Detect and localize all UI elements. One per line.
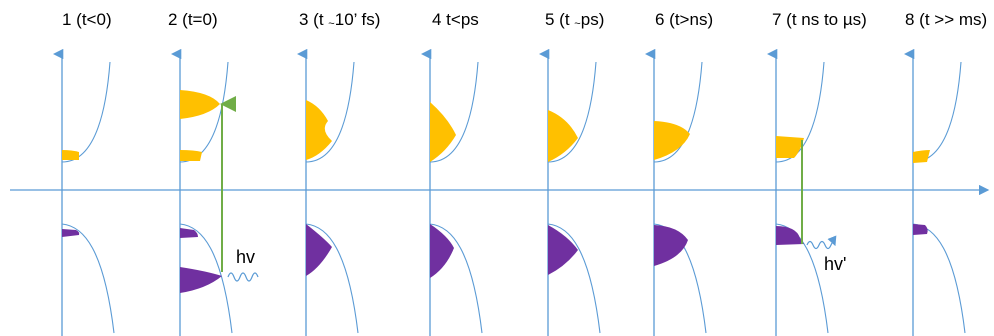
stage-7-valence-band: [775, 223, 829, 334]
stage-5-label: 5 (t ~ps): [545, 10, 604, 30]
stage-4-panel: [420, 48, 483, 336]
stage-7-panel: [766, 48, 829, 336]
stage-2-electron-population: [180, 90, 220, 161]
stage-5-label-post: ps): [580, 10, 605, 29]
stage-3-label-tilde: ~: [328, 18, 335, 30]
stage-3-label-pre: 3 (t: [299, 10, 329, 29]
stage-2-conduction-band: [179, 61, 229, 163]
stage-5-electron-population: [548, 110, 578, 162]
absorbed-photon-wave: [227, 272, 259, 282]
stage-5-conduction-band: [547, 61, 597, 163]
stage-3-valence-band: [305, 223, 359, 334]
stage-3-label: 3 (t ~10’ fs): [299, 10, 380, 30]
stage-6-label: 6 (t>ns): [655, 10, 714, 29]
stage-3-label-post: 10’ fs): [334, 10, 381, 29]
stage-8-electron-population: [913, 150, 930, 163]
stage-7-hole-population: [776, 226, 804, 245]
stage-2-valence-band: [179, 223, 233, 334]
stage-5-label-tilde: ~: [574, 18, 581, 30]
stage-8-hole-population: [913, 224, 928, 235]
stage-6-electron-population: [654, 121, 690, 160]
stage-2-label: 2 (t=0): [168, 10, 218, 29]
stage-6-panel: [644, 48, 707, 336]
stage-1-label: 1 (t<0): [62, 10, 112, 29]
stage-5-valence-band: [547, 223, 601, 334]
stage-8-panel: [903, 48, 966, 336]
emission-label: hv': [824, 254, 847, 274]
stage-8-valence-band: [912, 223, 966, 334]
stage-1-panel: [52, 48, 115, 336]
stage-6-hole-population: [654, 225, 688, 266]
stage-4-label: 4 t<ps: [432, 10, 479, 29]
stage-3-hole-population: [306, 224, 332, 276]
absorption-label: hv: [236, 247, 256, 267]
stage-1-electron-population: [62, 150, 79, 160]
stage-4-hole-population: [430, 224, 454, 278]
emitted-photon-wave: [806, 235, 837, 250]
stage-7-electron-population: [776, 136, 804, 158]
stage-5-hole-population: [548, 225, 578, 275]
stage-7-label: 7 (t ns to µs): [772, 10, 867, 29]
stage-2-hole-population: [180, 228, 222, 293]
stage-1-valence-band: [61, 223, 115, 334]
stage-8-label: 8 (t >> ms): [905, 10, 988, 29]
stage-3-conduction-band: [305, 61, 355, 163]
stage-5-label-pre: 5 (t: [545, 10, 575, 29]
stage-3-electron-population: [306, 100, 332, 160]
stage-4-electron-population: [430, 102, 456, 162]
stage-5-panel: [538, 48, 601, 336]
stage-8-conduction-band: [912, 61, 962, 163]
stage-2-panel: [170, 48, 233, 336]
stage-3-panel: [296, 48, 359, 336]
stage-1-hole-population: [62, 229, 80, 237]
stage-4-valence-band: [429, 223, 483, 334]
stage-4-conduction-band: [429, 61, 479, 163]
stage-7-conduction-band: [775, 61, 825, 163]
stage-1-conduction-band: [61, 61, 111, 163]
